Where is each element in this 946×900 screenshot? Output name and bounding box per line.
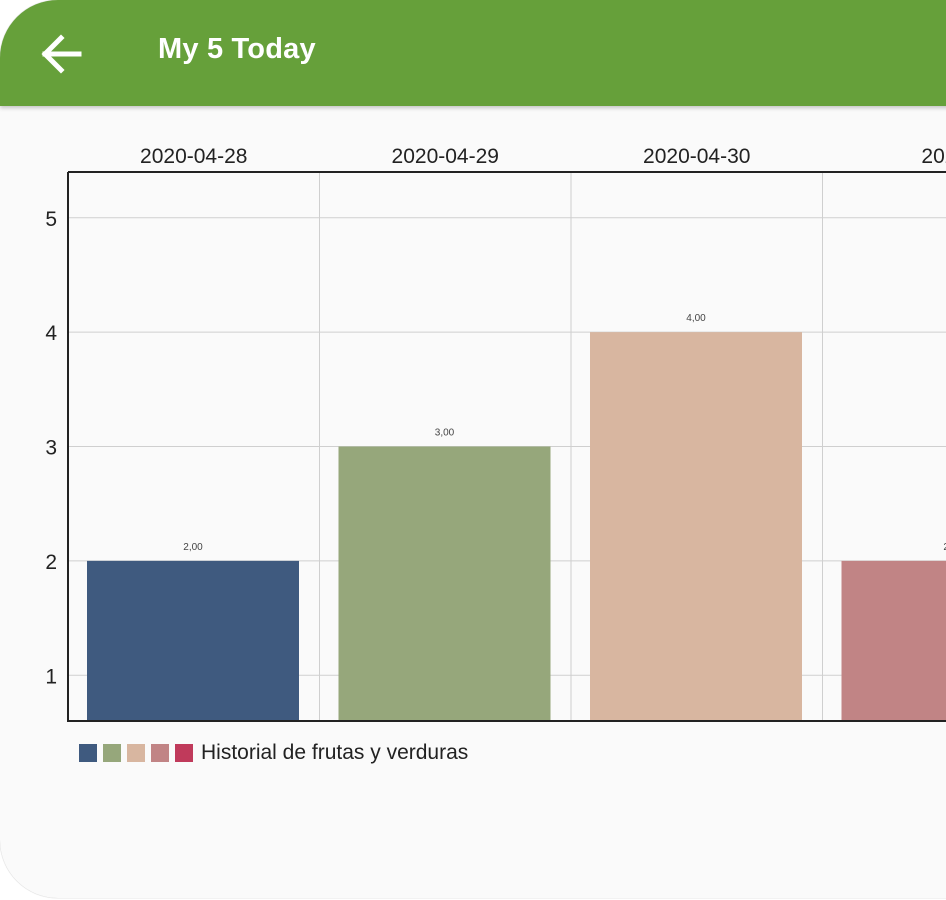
x-tick-label: 2020-04-30 bbox=[643, 145, 750, 168]
legend-swatch bbox=[151, 744, 169, 762]
x-tick-label: 2020-04-29 bbox=[392, 145, 499, 168]
back-button[interactable] bbox=[30, 25, 90, 83]
legend-swatch bbox=[103, 744, 121, 762]
bar bbox=[590, 332, 802, 721]
arrow-left-icon bbox=[41, 34, 82, 74]
app-bar: My 5 Today bbox=[0, 0, 946, 106]
y-tick-label: 2 bbox=[45, 551, 57, 574]
bar-value-label: 2, bbox=[943, 542, 946, 553]
legend-swatch bbox=[79, 744, 97, 762]
y-tick-label: 4 bbox=[45, 322, 57, 345]
bar-value-label: 4,00 bbox=[686, 313, 706, 324]
bar bbox=[338, 446, 551, 721]
y-tick-label: 3 bbox=[45, 437, 57, 460]
bar bbox=[87, 560, 299, 721]
bar-chart: 1 2 3 4 5 2,00 2020-04-28 3,00 2020-04-29 4,00 202… bbox=[45, 145, 946, 722]
y-tick-label: 5 bbox=[45, 208, 57, 231]
chart-legend: Historial de frutas y verduras bbox=[79, 741, 468, 765]
page-title: My 5 Today bbox=[158, 33, 316, 65]
bar-value-label: 3,00 bbox=[435, 428, 455, 439]
legend-swatch bbox=[127, 744, 145, 762]
x-tick-label: 2020-04-28 bbox=[140, 145, 247, 168]
legend-label: Historial de frutas y verduras bbox=[201, 741, 469, 764]
legend-swatch bbox=[175, 744, 193, 762]
y-tick-label: 1 bbox=[45, 665, 57, 688]
x-tick-label: 2020- bbox=[921, 145, 946, 168]
bar bbox=[841, 560, 946, 721]
bar-value-label: 2,00 bbox=[183, 542, 203, 553]
